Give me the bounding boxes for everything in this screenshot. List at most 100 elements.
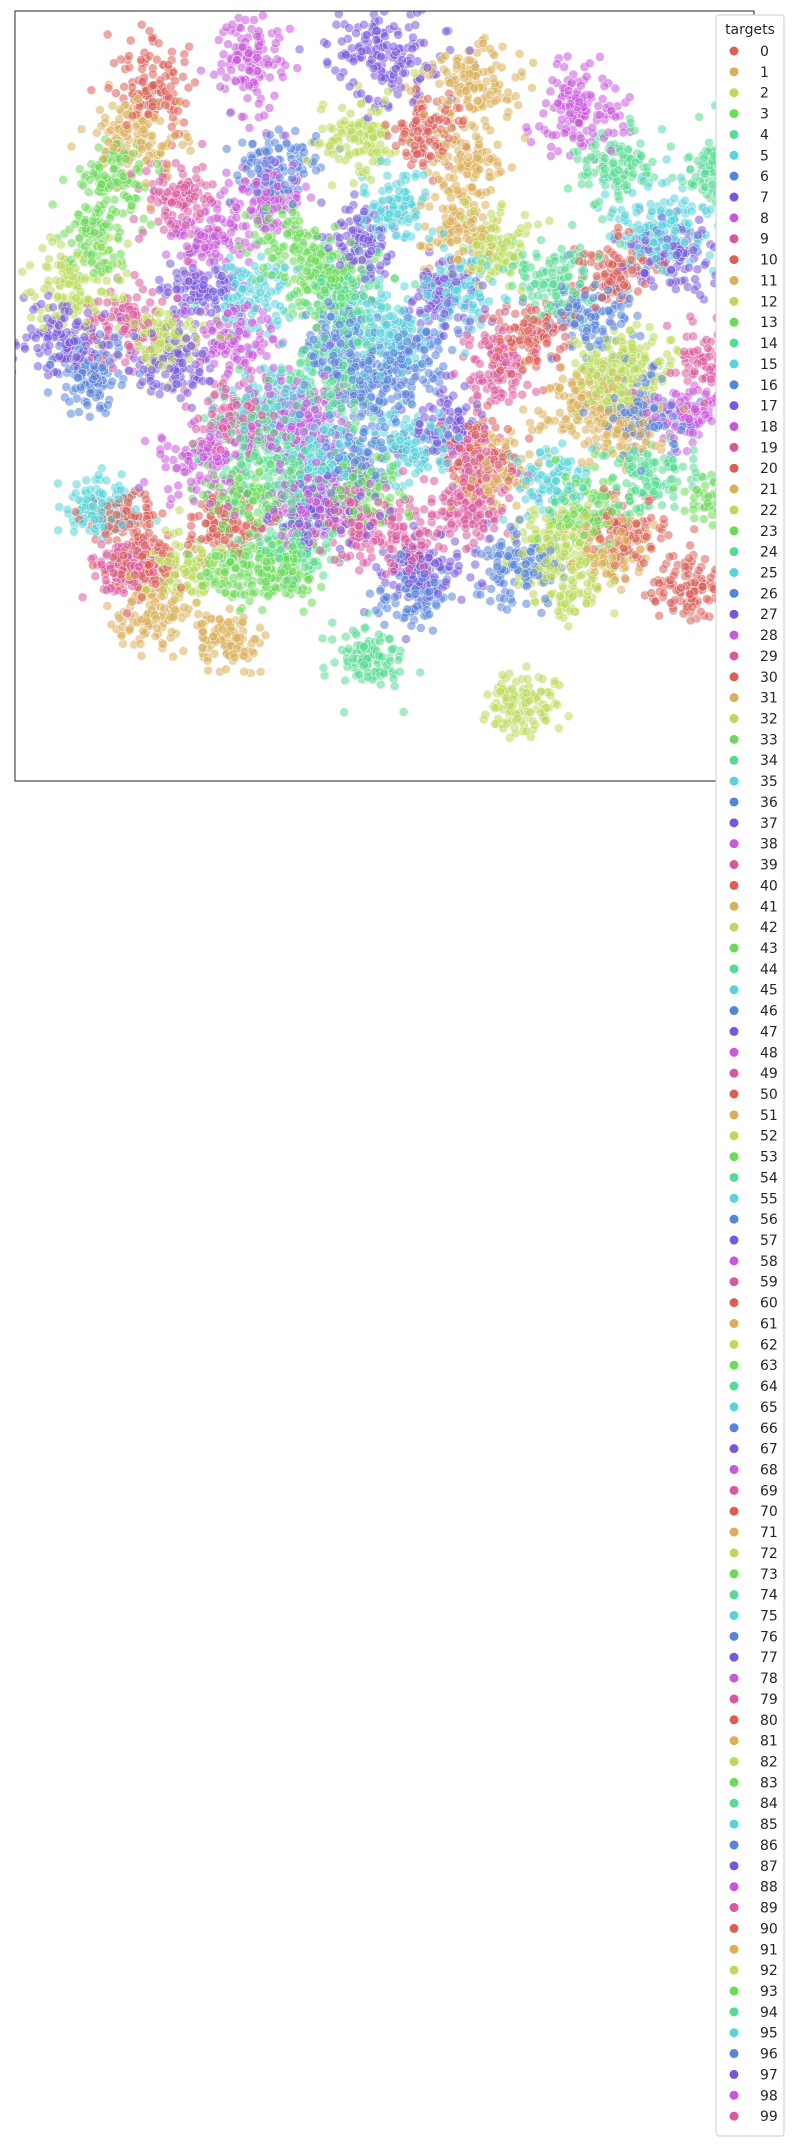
scatter-point-target-1 — [66, 141, 77, 152]
scatter-point-target-41 — [430, 192, 441, 202]
scatter-point-target-74 — [621, 478, 632, 489]
scatter-point-target-2 — [348, 178, 359, 189]
scatter-point-target-31 — [224, 603, 235, 614]
scatter-point-target-31 — [255, 622, 265, 633]
scatter-point-target-8 — [242, 93, 253, 104]
scatter-point-target-7 — [344, 23, 355, 33]
scatter-point-target-99 — [504, 493, 515, 503]
scatter-points — [15, 11, 754, 743]
scatter-point-target-47 — [450, 536, 460, 547]
scatter-point-target-15 — [600, 189, 610, 200]
scatter-point-target-16 — [95, 403, 105, 414]
scatter-point-target-52 — [160, 525, 171, 536]
scatter-point-target-9 — [128, 214, 139, 224]
scatter-point-target-86 — [428, 625, 438, 636]
scatter-point-target-6 — [221, 144, 232, 154]
scatter-point-target-75 — [557, 438, 568, 449]
scatter-point-target-29 — [419, 504, 429, 515]
scatter-point-target-62 — [609, 608, 620, 619]
scatter-point-target-15 — [661, 154, 672, 165]
scatter-point-target-27 — [154, 275, 164, 285]
scatter-point-target-46 — [486, 584, 496, 594]
scatter-point-target-5 — [410, 171, 421, 182]
scatter-point-target-0 — [167, 46, 177, 57]
scatter-point-target-11 — [497, 41, 508, 52]
scatter-point-target-21 — [557, 374, 568, 384]
scatter-point-target-47 — [470, 559, 481, 570]
scatter-point-target-59 — [419, 474, 429, 485]
scatter-point-target-86 — [365, 588, 375, 599]
scatter-point-target-66 — [407, 399, 417, 410]
scatter-point-target-16 — [66, 408, 76, 419]
scatter-point-target-77 — [690, 274, 700, 284]
scatter-point-target-12 — [101, 275, 112, 286]
scatter-point-target-8 — [215, 81, 226, 92]
scatter-point-target-37 — [162, 382, 173, 393]
scatter-point-target-17 — [33, 361, 43, 372]
scatter-point-target-34 — [329, 657, 340, 668]
scatter-point-target-6 — [265, 130, 276, 140]
scatter-point-target-22 — [666, 335, 677, 345]
scatter-point-target-90 — [664, 551, 675, 562]
scatter-point-target-70 — [602, 244, 613, 255]
scatter-point-target-74 — [688, 454, 699, 464]
scatter-point-target-2 — [345, 108, 356, 119]
scatter-point-target-0 — [184, 41, 194, 52]
scatter-point-target-51 — [106, 619, 117, 630]
scatter-point-target-35 — [54, 502, 65, 512]
scatter-point-target-51 — [136, 651, 147, 661]
scatter-point-target-51 — [191, 597, 202, 608]
scatter-point-target-9 — [191, 173, 202, 183]
scatter-point-target-92 — [486, 208, 497, 219]
scatter-point-target-31 — [260, 630, 271, 641]
scatter-point-target-38 — [157, 433, 167, 444]
scatter-point-target-15 — [704, 250, 715, 261]
scatter-point-target-2 — [327, 124, 338, 134]
scatter-point-target-15 — [669, 193, 680, 204]
scatter-point-target-34 — [398, 707, 409, 717]
scatter-point-target-38 — [140, 436, 150, 446]
scatter-point-target-86 — [382, 603, 393, 614]
scatter-point-target-95 — [249, 261, 260, 271]
scatter-point-target-38 — [161, 462, 171, 472]
scatter-point-target-70 — [591, 271, 602, 281]
scatter-point-target-6 — [274, 143, 284, 153]
scatter-point-target-39 — [90, 571, 101, 582]
scatter-point-target-37 — [182, 388, 193, 398]
scatter-point-target-4 — [567, 220, 578, 230]
scatter-point-target-16 — [61, 382, 72, 392]
scatter-point-target-12 — [37, 243, 48, 253]
scatter-point-target-51 — [118, 638, 128, 649]
scatter-point-target-31 — [178, 646, 189, 656]
scatter-point-target-7 — [344, 81, 355, 92]
scatter-point-target-77 — [699, 260, 710, 270]
scatter-point-target-92 — [544, 216, 555, 226]
scatter-point-target-34 — [351, 629, 362, 640]
scatter-point-target-86 — [379, 619, 390, 630]
scatter-point-target-35 — [116, 469, 127, 480]
scatter-point-target-85 — [459, 303, 469, 313]
scatter-point-target-46 — [536, 608, 547, 618]
scatter-point-target-14 — [563, 183, 573, 194]
scatter-point-target-83 — [679, 506, 690, 516]
scatter-point-target-88 — [546, 142, 557, 152]
scatter-point-target-7 — [393, 30, 404, 40]
scatter-point-target-88 — [553, 146, 563, 156]
scatter-point-target-6 — [247, 139, 258, 149]
scatter-point-target-11 — [514, 49, 525, 59]
scatter-point-target-32 — [482, 689, 493, 700]
scatter-point-target-6 — [237, 137, 248, 148]
scatter-point-target-89 — [483, 509, 494, 520]
scatter-point-target-31 — [193, 609, 204, 619]
scatter-point-target-79 — [662, 320, 672, 331]
scatter-point-target-63 — [389, 273, 400, 284]
scatter-point-target-77 — [694, 215, 704, 225]
scatter-point-target-57 — [461, 402, 472, 413]
scatter-point-target-34 — [415, 667, 426, 678]
scatter-point-target-12 — [25, 260, 35, 271]
scatter-point-target-51 — [168, 651, 178, 662]
scatter-point-target-9 — [191, 165, 202, 175]
scatter-point-target-32 — [521, 661, 532, 672]
scatter-point-target-34 — [340, 675, 350, 686]
